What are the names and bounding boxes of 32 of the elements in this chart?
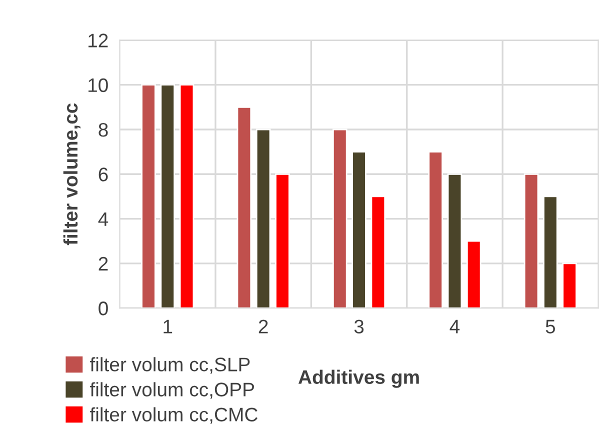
bar	[524, 173, 539, 308]
y-tick-label: 4	[98, 212, 108, 226]
bar	[160, 84, 176, 308]
bar	[428, 151, 443, 308]
bar	[466, 240, 482, 308]
x-tick-label: 2	[258, 320, 268, 334]
bar	[236, 106, 252, 308]
y-tick-label: 2	[98, 256, 108, 270]
y-tick-label: 6	[98, 168, 108, 182]
x-tick-label: 1	[164, 320, 172, 334]
x-tick-label: 5	[546, 320, 556, 334]
y-tick-label: 0	[98, 302, 108, 316]
legend-label: filter volum cc,CMC	[90, 407, 258, 424]
bar	[256, 128, 271, 308]
bar	[332, 128, 348, 308]
bar	[447, 173, 462, 308]
bar	[543, 196, 558, 308]
x-tick-label: 3	[354, 320, 364, 334]
y-tick-label: 8	[98, 122, 108, 137]
bar	[562, 262, 577, 308]
bar	[352, 151, 366, 308]
legend-label: filter volum cc,SLP	[90, 357, 250, 374]
bar	[179, 84, 194, 308]
bar	[141, 84, 156, 308]
x-tick-label: 4	[450, 320, 460, 334]
bar	[370, 196, 386, 308]
bar	[275, 173, 290, 308]
x-axis-title: Additives gm	[298, 370, 419, 388]
y-axis-title: filter volume,cc	[63, 103, 80, 246]
legend-label: filter volum cc,OPP	[90, 382, 254, 399]
y-tick-label: 10	[88, 78, 108, 92]
y-tick-label: 12	[88, 34, 108, 48]
